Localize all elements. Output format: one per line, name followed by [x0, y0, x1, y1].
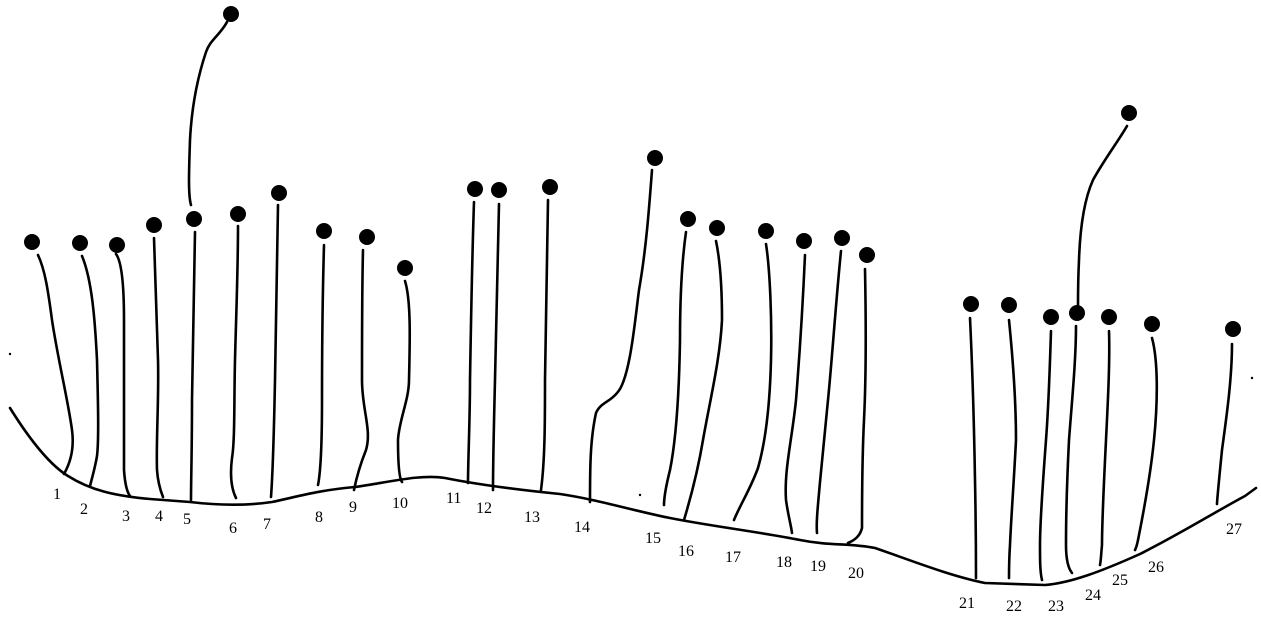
- branch-node-dot: [1101, 309, 1117, 325]
- branch-line: [152, 236, 165, 499]
- ink-speck: [1250, 376, 1254, 380]
- node-number-label: 25: [1112, 572, 1128, 589]
- branch-node-dot: [1121, 105, 1137, 121]
- branch-line: [1098, 329, 1111, 567]
- node-number-label: 2: [80, 501, 88, 518]
- node-number-label: 1: [53, 486, 61, 503]
- branch-line: [229, 224, 240, 500]
- branch-line: [1007, 318, 1018, 580]
- branch-line: [36, 253, 75, 476]
- node-number-label: 27: [1226, 521, 1242, 538]
- branch-node-dot: [271, 185, 287, 201]
- branch-line: [187, 20, 229, 207]
- branch-node-dot: [758, 223, 774, 239]
- branch-line: [1076, 124, 1129, 308]
- branch-node-dot: [1069, 305, 1085, 321]
- branch-node-dot: [72, 235, 88, 251]
- branch-node-dot: [1043, 309, 1059, 325]
- branch-line: [682, 239, 724, 522]
- branch-node-dot: [223, 6, 239, 22]
- branch-node-dot: [316, 223, 332, 239]
- branch-line: [1133, 336, 1159, 552]
- branch-line: [815, 249, 843, 535]
- branch-node-dot: [467, 181, 483, 197]
- node-number-label: 24: [1085, 587, 1101, 604]
- branch-line: [189, 230, 197, 502]
- branch-line: [80, 254, 100, 488]
- branch-line: [588, 168, 654, 504]
- node-number-label: 3: [122, 508, 130, 525]
- branch-line: [491, 202, 501, 492]
- branch-line: [968, 316, 978, 580]
- node-number-label: 22: [1006, 598, 1022, 615]
- branch-line: [1038, 329, 1053, 582]
- node-number-label: 12: [476, 500, 492, 517]
- branch-node-dot: [859, 247, 875, 263]
- branch-line: [784, 253, 807, 535]
- branch-node-dot: [397, 260, 413, 276]
- branch-line: [1064, 324, 1078, 575]
- branch-node-dot: [359, 229, 375, 245]
- branch-node-dot: [1225, 321, 1241, 337]
- node-number-label: 17: [725, 549, 741, 566]
- node-number-label: 6: [229, 520, 237, 537]
- branch-node-dot: [186, 211, 202, 227]
- branch-node-dot: [491, 182, 507, 198]
- branch-node-dot: [146, 217, 162, 233]
- node-number-label: 13: [524, 509, 540, 526]
- ink-speck: [638, 493, 642, 497]
- branch-line: [732, 242, 773, 522]
- node-number-label: 4: [155, 508, 163, 525]
- branch-line: [1215, 342, 1234, 506]
- branch-node-dot: [647, 150, 663, 166]
- branch-node-dot: [109, 237, 125, 253]
- branch-node-dot: [680, 211, 696, 227]
- node-number-label: 11: [446, 490, 461, 507]
- node-number-label: 5: [183, 511, 191, 528]
- branch-line: [396, 279, 412, 484]
- node-number-label: 26: [1148, 559, 1164, 576]
- node-number-label: 21: [959, 595, 975, 612]
- node-number-label: 23: [1048, 598, 1064, 615]
- branch-line: [352, 248, 370, 492]
- branch-node-dot: [796, 233, 812, 249]
- ink-speck: [8, 352, 12, 356]
- branch-node-dot: [963, 296, 979, 312]
- node-number-label: 20: [848, 565, 864, 582]
- branch-line: [539, 198, 550, 492]
- branch-node-dot: [542, 179, 558, 195]
- branch-node-dot: [1144, 316, 1160, 332]
- branch-node-dot: [709, 220, 725, 236]
- branch-line: [316, 243, 326, 487]
- branch-node-dot: [24, 234, 40, 250]
- node-number-label: 19: [810, 558, 826, 575]
- branch-node-dot: [1001, 297, 1017, 313]
- node-number-label: 10: [392, 495, 408, 512]
- branch-node-dot: [834, 230, 850, 246]
- branch-line: [269, 203, 280, 499]
- node-number-label: 9: [349, 499, 357, 516]
- branch-line: [466, 200, 476, 485]
- node-number-label: 7: [263, 516, 271, 533]
- node-number-label: 8: [315, 509, 323, 526]
- branch-node-dot: [230, 206, 246, 222]
- baseline-curve: [8, 406, 1258, 587]
- node-number-label: 16: [678, 543, 694, 560]
- branch-line: [114, 252, 132, 498]
- node-number-label: 18: [776, 554, 792, 571]
- branch-line: [662, 230, 688, 507]
- node-number-label: 14: [574, 519, 590, 536]
- node-number-label: 15: [645, 530, 661, 547]
- branch-line: [846, 267, 867, 545]
